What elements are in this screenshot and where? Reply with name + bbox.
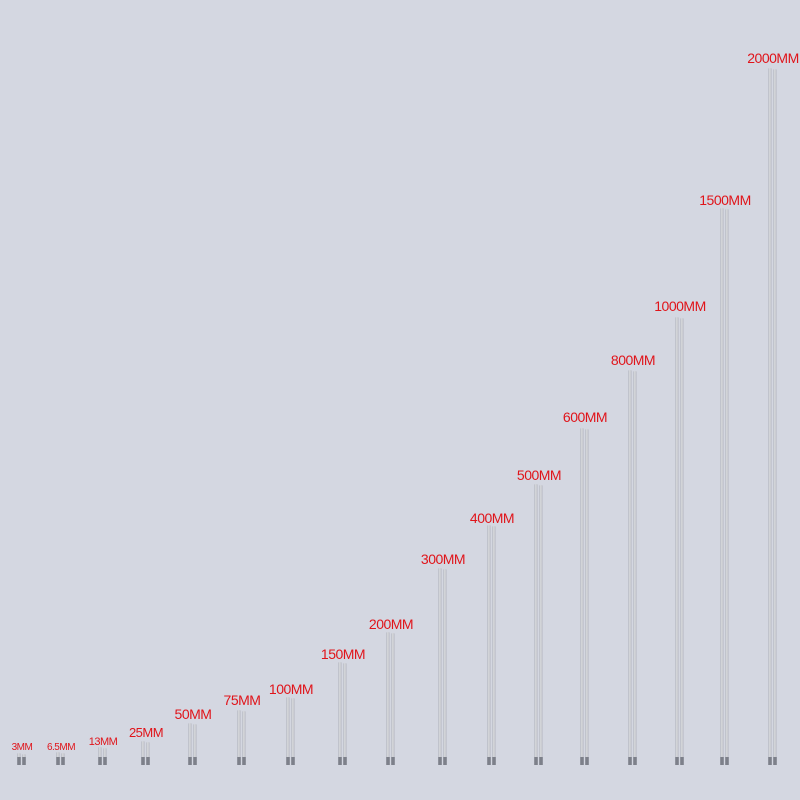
needle-hub [291,757,295,765]
needle-hub [286,757,290,765]
needle-hub [141,757,145,765]
needle-hub [539,757,543,765]
needle [338,662,342,765]
needle [534,484,538,765]
needle-hub [633,757,637,765]
needle-hub [487,757,491,765]
needle-hub [725,757,729,765]
length-label: 1500MM [699,192,750,208]
length-label: 13MM [89,736,118,748]
needle-pair [286,697,295,765]
needle-hub [338,757,342,765]
needle-pair [768,68,777,765]
needle-pair [487,525,496,765]
needle-hub [680,757,684,765]
needle-hub [193,757,197,765]
needle [386,632,390,765]
needle-hub [242,757,246,765]
needle-hub [17,757,21,765]
needle [242,711,246,765]
needle-pair [98,747,107,765]
needle [680,318,684,765]
needle [492,526,496,765]
needle [633,371,637,765]
needle [773,69,777,765]
length-label: 6.5MM [47,742,75,753]
needle-hub [438,757,442,765]
length-label: 2000MM [747,50,798,66]
needle [438,568,442,765]
needle [720,208,724,765]
needle-pair [720,208,729,765]
needle-hub [343,757,347,765]
needle [675,317,679,765]
needle-hub [768,757,772,765]
needle [391,633,395,765]
needle-hub [146,757,150,765]
length-label: 100MM [269,681,313,697]
length-label: 75MM [224,692,261,708]
needle-hub [56,757,60,765]
needle-hub [773,757,777,765]
length-label: 400MM [470,510,514,526]
needle [539,485,543,765]
needle-pair [141,741,150,765]
needle-pair [386,632,395,765]
needle [443,569,447,765]
needle [768,68,772,765]
needle-hub [720,757,724,765]
needle-pair [56,752,65,765]
needle-hub [628,757,632,765]
length-label: 500MM [517,467,561,483]
needle [291,698,295,765]
needle-hub [61,757,65,765]
needle [188,723,192,765]
needle [585,429,589,765]
needle-pair [675,317,684,765]
needle-hub [492,757,496,765]
needle [193,724,197,765]
length-label: 300MM [421,551,465,567]
needle [237,710,241,765]
needle-pair [188,723,197,765]
needle-hub [386,757,390,765]
needle [286,697,290,765]
length-label: 3MM [12,742,33,753]
needle-pair [628,370,637,765]
needle-pair [17,753,26,765]
needle [343,663,347,765]
needle-hub [188,757,192,765]
length-label: 200MM [369,616,413,632]
length-label: 25MM [129,725,163,740]
needle-hub [391,757,395,765]
needle-hub [675,757,679,765]
needle-hub [98,757,102,765]
needle-hub [443,757,447,765]
needle-hub [585,757,589,765]
length-label: 600MM [563,409,607,425]
length-label: 50MM [175,706,212,722]
needle-pair [338,662,347,765]
needle-hub [580,757,584,765]
needle-hub [22,757,26,765]
needle [580,428,584,765]
needle-pair [534,484,543,765]
needle [628,370,632,765]
length-label: 1000MM [654,298,705,314]
length-label: 150MM [321,646,365,662]
needle-hub [237,757,241,765]
needle-pair [237,710,246,765]
needle-pair [580,428,589,765]
needle [725,209,729,765]
needle [487,525,491,765]
needle-pair [438,568,447,765]
length-label: 800MM [611,352,655,368]
needle-hub [534,757,538,765]
needle-hub [103,757,107,765]
